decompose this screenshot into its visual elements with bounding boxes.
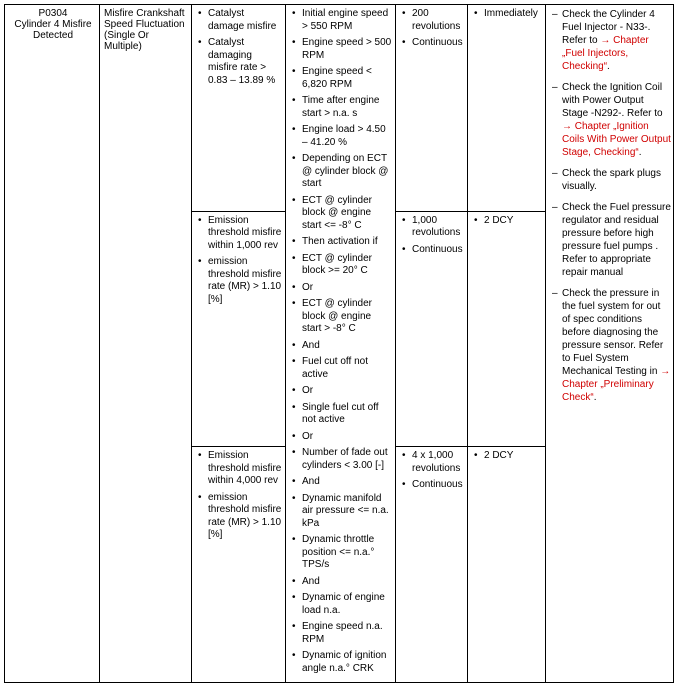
action-item: Check the Fuel pressure regulator and re…: [550, 201, 671, 279]
condition-item: And: [290, 476, 393, 489]
threshold-item: Emission threshold misfire within 1,000 …: [196, 215, 283, 253]
condition-item: Initial engine speed > 550 RPM: [290, 8, 393, 33]
condition-item: And: [290, 576, 393, 589]
cell-time: 2 DCY: [468, 211, 546, 447]
rev-item: Continuous: [400, 479, 465, 492]
condition-item: Fuel cut off not active: [290, 356, 393, 381]
action-item: Check the spark plugs visually.: [550, 167, 671, 193]
action-text: .: [607, 61, 610, 72]
condition-item: Dynamic manifold air pressure <= n.a. kP…: [290, 493, 393, 531]
chapter-link[interactable]: → Chapter „Ignition Coils With Power Out…: [562, 121, 671, 158]
action-item: Check the Cylinder 4 Fuel Injector - N33…: [550, 8, 671, 73]
time-item: 2 DCY: [472, 450, 543, 463]
condition-item: Engine speed > 500 RPM: [290, 37, 393, 62]
condition-item: Depending on ECT @ cylinder block @ star…: [290, 153, 393, 191]
action-text: Check the spark plugs visually.: [562, 168, 661, 192]
threshold-item: Emission threshold misfire within 4,000 …: [196, 450, 283, 488]
action-text: .: [639, 147, 642, 158]
threshold-item: emission threshold misfire rate (MR) > 1…: [196, 492, 283, 542]
action-text: Check the Fuel pressure regulator and re…: [562, 202, 671, 278]
dtc-table: P0304 Cylinder 4 Misfire Detected Misfir…: [4, 4, 674, 683]
condition-item: Dynamic throttle position <= n.a.° TPS/s: [290, 534, 393, 572]
condition-item: ECT @ cylinder block @ engine start <= -…: [290, 195, 393, 233]
condition-item: Dynamic of engine load n.a.: [290, 592, 393, 617]
cell-actions: Check the Cylinder 4 Fuel Injector - N33…: [546, 5, 674, 683]
threshold-item: emission threshold misfire rate (MR) > 1…: [196, 256, 283, 306]
cell-threshold: Emission threshold misfire within 1,000 …: [192, 211, 286, 447]
time-item: Immediately: [472, 8, 543, 21]
action-text: Check the Ignition Coil with Power Outpu…: [562, 82, 663, 119]
cell-revolutions: 1,000 revolutions Continuous: [396, 211, 468, 447]
fault-text: Misfire Crankshaft Speed Fluctuation (Si…: [104, 8, 185, 52]
rev-item: Continuous: [400, 244, 465, 257]
action-item: Check the pressure in the fuel system fo…: [550, 287, 671, 404]
time-item: 2 DCY: [472, 215, 543, 228]
cell-code: P0304 Cylinder 4 Misfire Detected: [5, 5, 100, 683]
condition-item: Or: [290, 282, 393, 295]
condition-item: Single fuel cut off not active: [290, 402, 393, 427]
condition-item: ECT @ cylinder block >= 20° C: [290, 253, 393, 278]
action-text: Check the pressure in the fuel system fo…: [562, 288, 663, 377]
condition-item: Engine speed n.a. RPM: [290, 621, 393, 646]
condition-item: ECT @ cylinder block @ engine start > -8…: [290, 298, 393, 336]
cell-time: 2 DCY: [468, 447, 546, 683]
cell-threshold: Catalyst damage misfire Catalyst damagin…: [192, 5, 286, 212]
cell-fault: Misfire Crankshaft Speed Fluctuation (Si…: [100, 5, 192, 683]
action-item: Check the Ignition Coil with Power Outpu…: [550, 81, 671, 159]
condition-item: Engine load > 4.50 – 41.20 %: [290, 124, 393, 149]
table-row: P0304 Cylinder 4 Misfire Detected Misfir…: [5, 5, 674, 212]
cell-time: Immediately: [468, 5, 546, 212]
condition-item: Time after engine start > n.a. s: [290, 95, 393, 120]
dtc-title: Cylinder 4 Misfire Detected: [9, 19, 97, 41]
condition-item: Then activation if: [290, 236, 393, 249]
condition-item: Dynamic of ignition angle n.a.° CRK: [290, 650, 393, 675]
condition-item: Engine speed < 6,820 RPM: [290, 66, 393, 91]
rev-item: Continuous: [400, 37, 465, 50]
condition-item: Or: [290, 385, 393, 398]
condition-item: And: [290, 340, 393, 353]
cell-revolutions: 4 x 1,000 revolutions Continuous: [396, 447, 468, 683]
condition-item: Or: [290, 431, 393, 444]
rev-item: 1,000 revolutions: [400, 215, 465, 240]
dtc-code: P0304: [9, 8, 97, 19]
cell-threshold: Emission threshold misfire within 4,000 …: [192, 447, 286, 683]
threshold-item: Catalyst damaging misfire rate > 0.83 – …: [196, 37, 283, 87]
condition-item: Number of fade out cylinders < 3.00 [-]: [290, 447, 393, 472]
cell-conditions: Initial engine speed > 550 RPM Engine spe…: [286, 5, 396, 683]
rev-item: 4 x 1,000 revolutions: [400, 450, 465, 475]
threshold-item: Catalyst damage misfire: [196, 8, 283, 33]
action-text: .: [594, 392, 597, 403]
cell-revolutions: 200 revolutions Continuous: [396, 5, 468, 212]
rev-item: 200 revolutions: [400, 8, 465, 33]
